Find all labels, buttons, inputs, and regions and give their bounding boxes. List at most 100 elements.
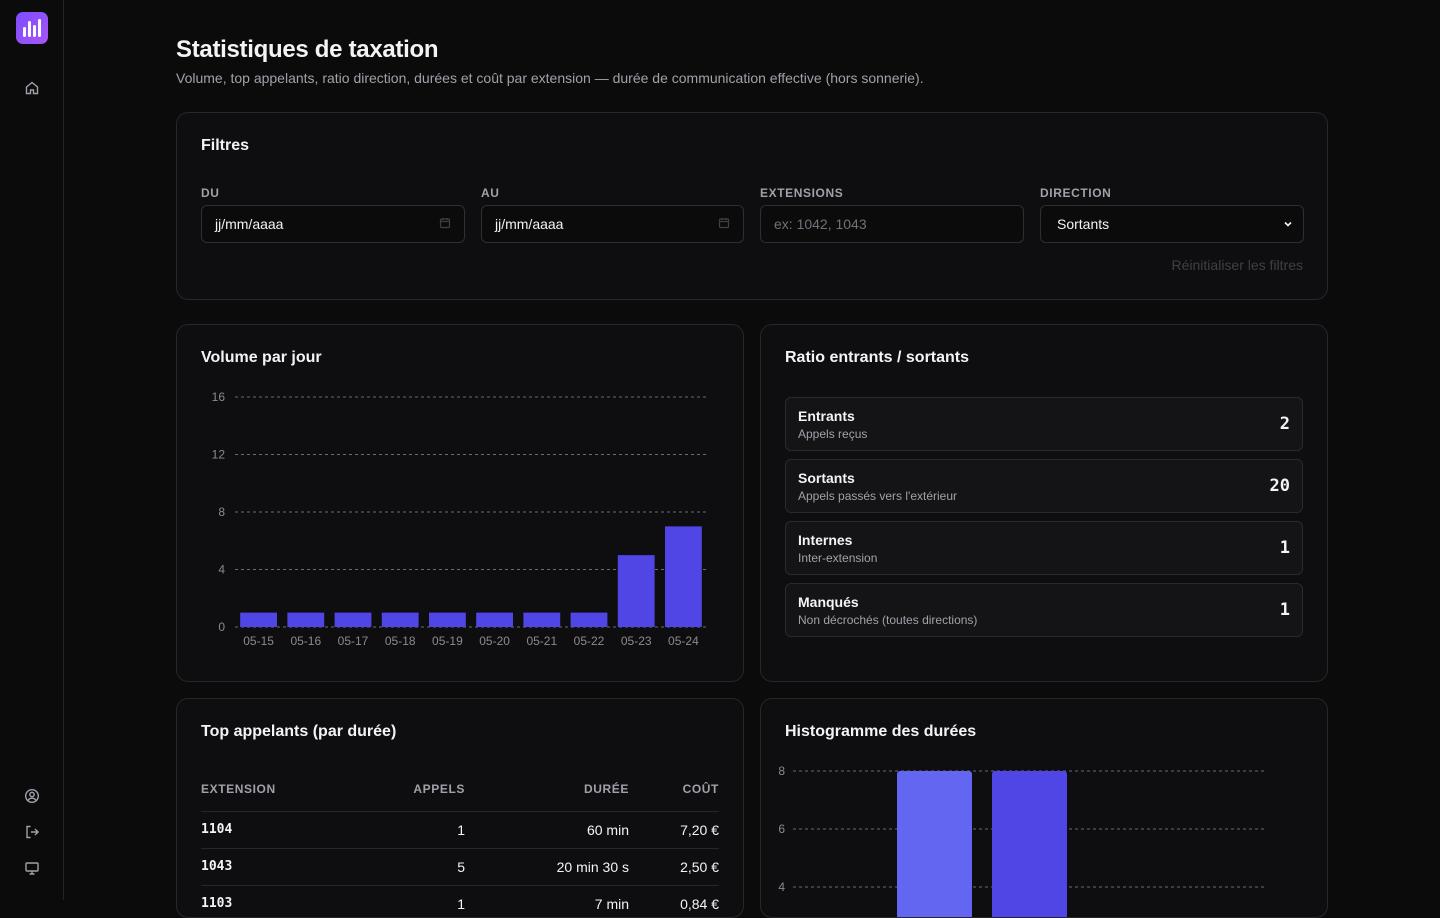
bar xyxy=(617,555,655,627)
from-date-input[interactable]: jj/mm/aaaa xyxy=(201,205,465,243)
calendar-icon[interactable] xyxy=(439,216,451,232)
ratio-value: 2 xyxy=(1279,414,1290,434)
to-date-value: jj/mm/aaaa xyxy=(495,216,564,232)
app-logo[interactable] xyxy=(16,12,48,44)
filters-title: Filtres xyxy=(201,137,250,154)
top-callers-table: EXTENSION APPELS DURÉE COÛT 1104 1 60 mi… xyxy=(201,777,719,917)
cell-extension: 1043 xyxy=(201,848,361,886)
bar xyxy=(287,612,325,627)
extensions-input[interactable]: ex: 1042, 1043 xyxy=(760,205,1024,243)
extensions-placeholder: ex: 1042, 1043 xyxy=(774,216,867,232)
monitor-icon[interactable] xyxy=(22,858,42,878)
ratio-value: 1 xyxy=(1279,600,1290,620)
sidebar xyxy=(0,0,64,900)
x-tick-label: 05-21 xyxy=(526,634,557,648)
cell-calls: 1 xyxy=(361,885,465,917)
ratio-desc: Inter-extension xyxy=(798,551,878,565)
column-header-calls[interactable]: APPELS xyxy=(361,777,465,812)
cell-calls: 5 xyxy=(361,848,465,886)
cell-duration: 60 min xyxy=(465,811,629,849)
ratio-row-missed: Manqués Non décrochés (toutes directions… xyxy=(785,583,1303,637)
ratio-row-incoming: Entrants Appels reçus 2 xyxy=(785,397,1303,451)
cell-extension: 1104 xyxy=(201,811,361,849)
ratio-row-outgoing: Sortants Appels passés vers l'extérieur … xyxy=(785,459,1303,513)
bar xyxy=(334,612,372,627)
y-tick-label: 4 xyxy=(218,563,225,577)
bar xyxy=(240,612,278,627)
ratio-name: Entrants xyxy=(798,408,855,424)
ratio-name: Internes xyxy=(798,532,853,548)
ratio-name: Sortants xyxy=(798,470,855,486)
direction-label: DIRECTION xyxy=(1040,186,1112,200)
cell-duration: 20 min 30 s xyxy=(465,848,629,886)
ratio-name: Manqués xyxy=(798,594,859,610)
from-label: DU xyxy=(201,186,220,200)
direction-value: Sortants xyxy=(1057,216,1110,232)
user-circle-icon[interactable] xyxy=(22,786,42,806)
cell-extension: 1103 xyxy=(201,885,361,917)
x-tick-label: 05-20 xyxy=(479,634,510,648)
volume-card: Volume par jour 0 4 8 12 16 05-15 05-16 05-17 05… xyxy=(176,324,744,682)
histogram-bar xyxy=(992,771,1067,917)
calendar-icon[interactable] xyxy=(718,216,730,232)
volume-title: Volume par jour xyxy=(201,349,322,366)
table-row[interactable]: 1104 1 60 min 7,20 € xyxy=(201,811,719,849)
bar xyxy=(664,526,702,627)
cell-cost: 2,50 € xyxy=(629,848,719,886)
table-row[interactable]: 1043 5 20 min 30 s 2,50 € xyxy=(201,848,719,886)
bar xyxy=(570,612,608,627)
filters-card: Filtres DU jj/mm/aaaa AU jj/mm/aaaa EXTE… xyxy=(176,112,1328,300)
chevron-down-icon xyxy=(1283,216,1293,232)
histogram-card: Histogramme des durées 4 6 8 xyxy=(760,698,1328,918)
cell-calls: 1 xyxy=(361,811,465,849)
bar xyxy=(523,612,561,627)
to-date-input[interactable]: jj/mm/aaaa xyxy=(481,205,744,243)
ratio-desc: Non décrochés (toutes directions) xyxy=(798,613,978,627)
histogram-chart: 4 6 8 xyxy=(778,764,1265,917)
column-header-duration[interactable]: DURÉE xyxy=(465,777,629,812)
table-header-row: EXTENSION APPELS DURÉE COÛT xyxy=(201,777,719,812)
extensions-label: EXTENSIONS xyxy=(760,186,844,200)
ratio-value: 1 xyxy=(1279,538,1290,558)
x-tick-label: 05-18 xyxy=(385,634,416,648)
x-tick-label: 05-17 xyxy=(338,634,369,648)
from-date-value: jj/mm/aaaa xyxy=(215,216,284,232)
bar xyxy=(476,612,514,627)
ratio-card: Ratio entrants / sortants Entrants Appel… xyxy=(760,324,1328,682)
y-tick-label: 12 xyxy=(212,448,226,462)
cell-cost: 0,84 € xyxy=(629,885,719,917)
histogram-title: Histogramme des durées xyxy=(785,723,977,740)
cell-cost: 7,20 € xyxy=(629,811,719,849)
to-label: AU xyxy=(481,186,500,200)
page-title: Statistiques de taxation xyxy=(176,36,439,63)
ratio-title: Ratio entrants / sortants xyxy=(785,349,970,366)
ratio-row-internal: Internes Inter-extension 1 xyxy=(785,521,1303,575)
ratio-desc: Appels passés vers l'extérieur xyxy=(798,489,958,503)
x-tick-label: 05-19 xyxy=(432,634,463,648)
bar xyxy=(428,612,466,627)
top-callers-title: Top appelants (par durée) xyxy=(201,723,397,740)
histogram-bar xyxy=(897,771,972,917)
cell-duration: 7 min xyxy=(465,885,629,917)
x-tick-label: 05-16 xyxy=(290,634,321,648)
x-tick-label: 05-24 xyxy=(668,634,699,648)
page-subtitle: Volume, top appelants, ratio direction, … xyxy=(176,70,924,86)
table-row[interactable]: 1103 1 7 min 0,84 € xyxy=(201,885,719,917)
ratio-value: 20 xyxy=(1269,476,1290,496)
y-tick-label: 4 xyxy=(778,880,785,894)
y-tick-label: 16 xyxy=(212,390,226,404)
x-tick-label: 05-22 xyxy=(574,634,605,648)
y-tick-label: 8 xyxy=(778,764,785,778)
y-tick-label: 0 xyxy=(218,620,225,634)
direction-select[interactable]: Sortants xyxy=(1040,205,1304,243)
reset-filters-button[interactable]: Réinitialiser les filtres xyxy=(1171,257,1303,273)
logout-icon[interactable] xyxy=(22,822,42,842)
column-header-extension[interactable]: EXTENSION xyxy=(201,777,361,812)
x-tick-label: 05-15 xyxy=(243,634,274,648)
column-header-cost[interactable]: COÛT xyxy=(629,777,719,812)
ratio-desc: Appels reçus xyxy=(798,427,868,441)
bar xyxy=(381,612,419,627)
top-callers-card: Top appelants (par durée) EXTENSION APPE… xyxy=(176,698,744,918)
home-icon[interactable] xyxy=(22,78,42,98)
y-tick-label: 6 xyxy=(778,822,785,836)
